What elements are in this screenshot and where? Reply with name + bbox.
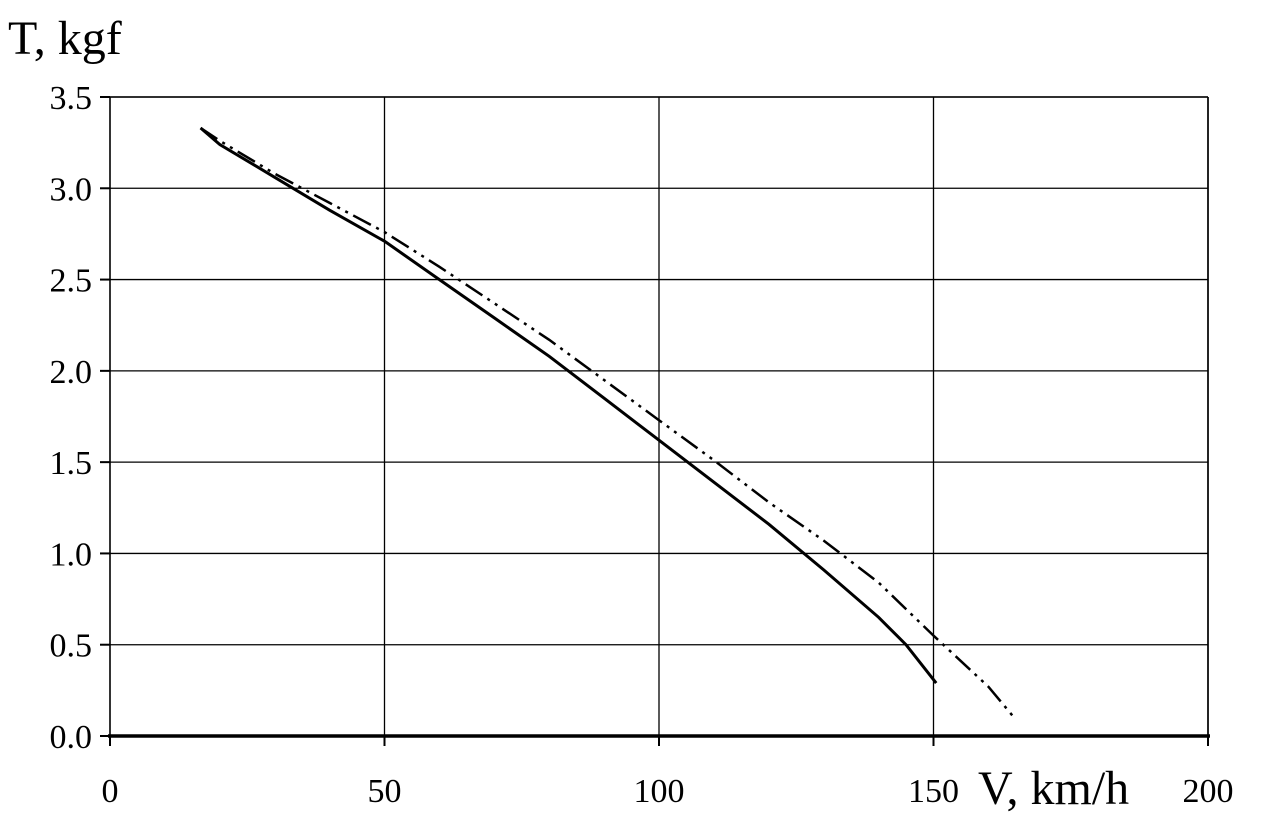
y-axis-title: T, kgf [8, 12, 122, 65]
x-tick-label: 100 [634, 773, 685, 810]
grid [110, 96, 1209, 736]
y-tick-label: 3.5 [50, 80, 93, 117]
axes [100, 96, 1210, 746]
x-tick-label: 150 [908, 773, 959, 810]
y-tick-label: 0.0 [50, 719, 93, 756]
x-axis-title: V, km/h [978, 762, 1129, 814]
y-tick-label: 0.5 [50, 628, 93, 665]
y-tick-label: 1.5 [50, 445, 93, 482]
y-tick-label: 1.0 [50, 536, 93, 573]
x-tick-label: 50 [368, 773, 402, 810]
series-line-solid [199, 126, 938, 685]
x-tick-label: 0 [102, 773, 119, 810]
y-tick-label: 3.0 [50, 171, 93, 208]
y-tick-label: 2.0 [50, 354, 93, 391]
x-tick-label: 200 [1183, 773, 1234, 810]
series-line-dash-dot [199, 126, 1017, 721]
y-tick-label: 2.5 [50, 263, 93, 300]
series-group [199, 126, 1017, 721]
tick-labels: 0 50 100 150 200 0.0 0.5 1.0 1.5 2.0 2.5 3.0 3.5 [50, 80, 1234, 810]
